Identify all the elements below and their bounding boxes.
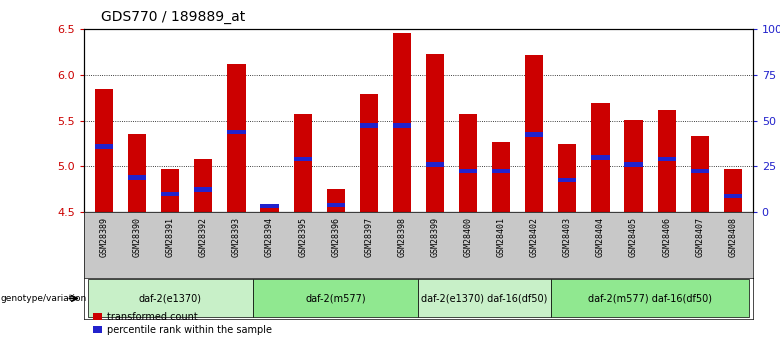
Text: daf-2(e1370): daf-2(e1370) (139, 294, 202, 303)
Bar (591, 104, 610, 212)
Bar (418, 279, 551, 317)
Text: GSM28406: GSM28406 (662, 217, 671, 257)
Bar (261, 204, 278, 208)
Bar (658, 110, 675, 212)
Bar (194, 159, 212, 212)
Text: GSM28401: GSM28401 (497, 217, 505, 257)
Text: daf-2(m577) daf-16(df50): daf-2(m577) daf-16(df50) (588, 294, 712, 303)
Text: GDS770 / 189889_at: GDS770 / 189889_at (101, 10, 246, 24)
Bar (360, 123, 378, 128)
Bar (459, 169, 477, 173)
Text: GSM28391: GSM28391 (166, 217, 175, 257)
Bar (327, 203, 345, 207)
Bar (426, 54, 444, 212)
Bar (591, 155, 610, 159)
Legend: transformed count, percentile rank within the sample: transformed count, percentile rank withi… (89, 308, 275, 338)
Bar (293, 114, 312, 212)
Text: GSM28402: GSM28402 (530, 217, 539, 257)
Bar (327, 189, 345, 212)
Bar (95, 89, 113, 212)
Bar (625, 120, 643, 212)
Bar (459, 114, 477, 212)
Bar (525, 55, 544, 212)
Bar (658, 157, 675, 161)
Text: GSM28395: GSM28395 (298, 217, 307, 257)
Bar (492, 142, 510, 212)
Text: GSM28400: GSM28400 (463, 217, 473, 257)
Text: GSM28408: GSM28408 (729, 217, 737, 257)
Text: GSM28404: GSM28404 (596, 217, 605, 257)
Bar (551, 279, 750, 317)
Bar (393, 123, 411, 128)
Text: GSM28405: GSM28405 (629, 217, 638, 257)
Bar (253, 279, 418, 317)
Bar (293, 157, 312, 161)
Bar (426, 162, 444, 167)
Bar (393, 33, 411, 212)
Bar (261, 206, 278, 212)
Bar (558, 144, 576, 212)
Text: GSM28392: GSM28392 (199, 217, 208, 257)
Text: GSM28403: GSM28403 (563, 217, 572, 257)
Bar (690, 136, 709, 212)
Bar (161, 169, 179, 212)
Bar (227, 64, 246, 212)
Bar (227, 129, 246, 134)
Text: GSM28390: GSM28390 (133, 217, 142, 257)
Text: GSM28397: GSM28397 (364, 217, 374, 257)
Bar (625, 162, 643, 167)
Bar (724, 194, 742, 198)
Bar (724, 169, 742, 212)
Text: GSM28407: GSM28407 (695, 217, 704, 257)
Text: genotype/variation: genotype/variation (1, 294, 87, 303)
Bar (161, 192, 179, 196)
Bar (360, 94, 378, 212)
Text: GSM28398: GSM28398 (398, 217, 406, 257)
Bar (128, 135, 147, 212)
Text: GSM28393: GSM28393 (232, 217, 241, 257)
Bar (87, 279, 253, 317)
Bar (690, 169, 709, 173)
Bar (558, 178, 576, 183)
Text: GSM28389: GSM28389 (100, 217, 108, 257)
Bar (525, 132, 544, 137)
Text: GSM28399: GSM28399 (431, 217, 439, 257)
Bar (492, 169, 510, 173)
Bar (194, 187, 212, 191)
Bar (95, 144, 113, 149)
Bar (128, 175, 147, 180)
Text: GSM28396: GSM28396 (332, 217, 340, 257)
Text: daf-2(e1370) daf-16(df50): daf-2(e1370) daf-16(df50) (421, 294, 548, 303)
Text: GSM28394: GSM28394 (265, 217, 274, 257)
Text: daf-2(m577): daf-2(m577) (306, 294, 366, 303)
